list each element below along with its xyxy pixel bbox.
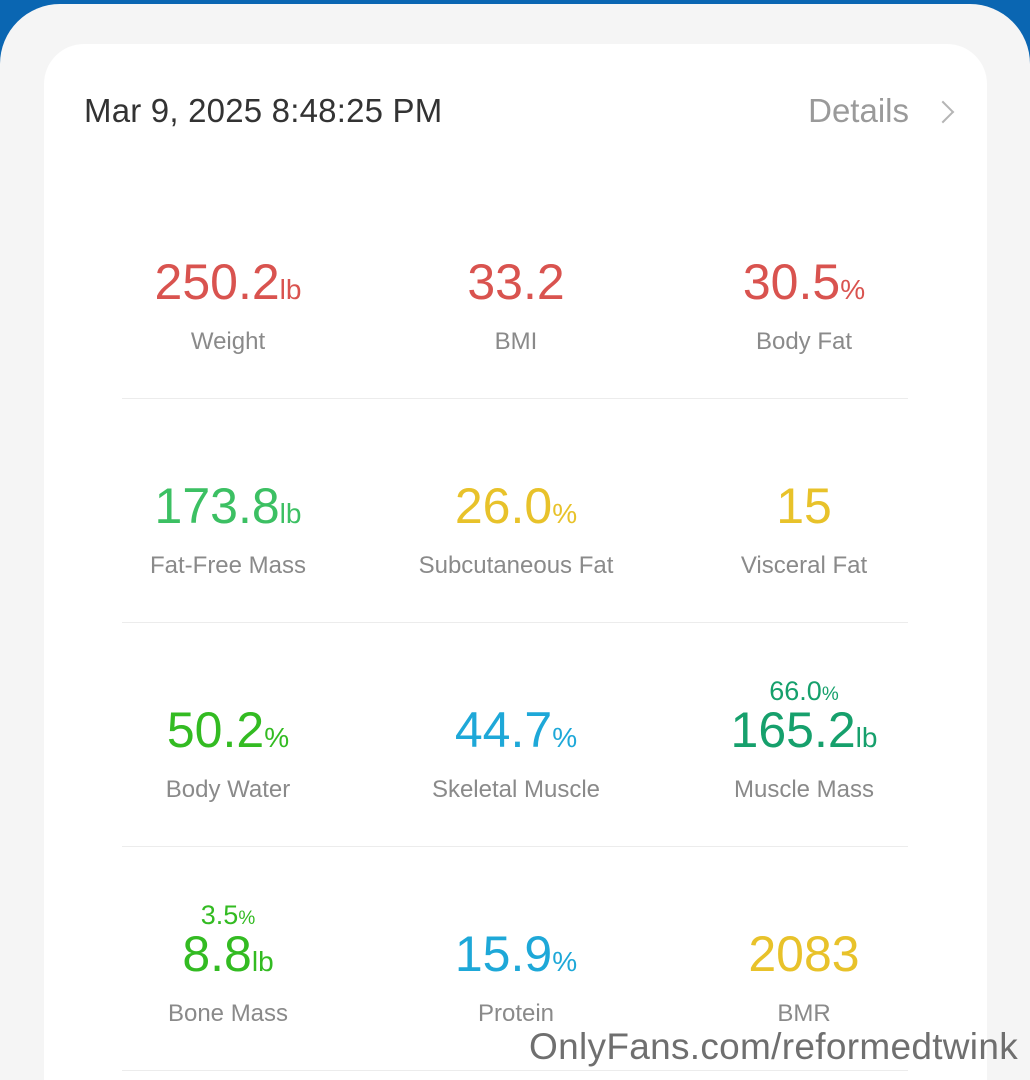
chevron-right-icon (931, 100, 955, 124)
metric-label: Weight (190, 328, 266, 355)
value-number: 15.9 (454, 926, 553, 982)
app-background: Mar 9, 2025 8:48:25 PM Details 250.2lb We… (0, 4, 1030, 1080)
card-header: Mar 9, 2025 8:48:25 PM Details (44, 44, 987, 174)
metric-value: 44.7% (372, 700, 660, 768)
secondary-number: 3.5 (200, 900, 239, 930)
metrics-row: 3.5% 8.8lb Bone Mass 15.9% Protein 2083 BMR (44, 882, 987, 1080)
metric-visceral-fat[interactable]: 15 Visceral Fat (660, 434, 948, 658)
row-divider (122, 622, 908, 623)
metric-value: 173.8lb (84, 476, 372, 544)
metric-value: 33.2 (372, 252, 660, 312)
details-link[interactable]: Details (808, 92, 955, 130)
value-unit: lb (279, 498, 302, 529)
metric-label: Body Water (165, 776, 291, 803)
metric-label: Skeletal Muscle (431, 776, 601, 803)
value-unit: lb (279, 274, 302, 305)
metric-value: 30.5% (660, 252, 948, 320)
metric-label: Subcutaneous Fat (418, 552, 614, 579)
metric-fat-free-mass[interactable]: 173.8lb Fat-Free Mass (84, 434, 372, 658)
value-unit: lb (251, 946, 274, 977)
metric-bmr[interactable]: 2083 BMR (660, 882, 948, 1080)
metrics-row: 173.8lb Fat-Free Mass 26.0% Subcutaneous Fa… (44, 434, 987, 658)
metric-label: BMR (777, 1000, 831, 1027)
value-unit: % (840, 274, 866, 305)
metric-value: 8.8lb (84, 924, 372, 992)
metric-value: 15 (660, 476, 948, 536)
metric-skeletal-muscle[interactable]: 44.7% Skeletal Muscle (372, 658, 660, 882)
metric-bone-mass[interactable]: 3.5% 8.8lb Bone Mass (84, 882, 372, 1080)
value-number: 2083 (748, 926, 860, 982)
value-number: 30.5 (742, 254, 841, 310)
metric-label: BMI (494, 328, 538, 355)
metric-label: Muscle Mass (733, 776, 875, 803)
secondary-unit: % (238, 908, 256, 929)
value-unit: % (264, 722, 290, 753)
row-divider (122, 398, 908, 399)
details-label: Details (808, 92, 909, 129)
metric-label: Protein (477, 1000, 555, 1027)
metric-muscle-mass[interactable]: 66.0% 165.2lb Muscle Mass (660, 658, 948, 882)
value-number: 44.7 (454, 702, 553, 758)
measurement-datetime: Mar 9, 2025 8:48:25 PM (84, 92, 443, 129)
metric-label: Fat-Free Mass (149, 552, 307, 579)
row-divider (122, 1070, 908, 1071)
metric-label: Bone Mass (167, 1000, 289, 1027)
secondary-unit: % (821, 684, 839, 705)
value-number: 165.2 (730, 702, 856, 758)
value-unit: % (552, 498, 578, 529)
metric-body-water[interactable]: 50.2% Body Water (84, 658, 372, 882)
measurement-card: Mar 9, 2025 8:48:25 PM Details 250.2lb We… (44, 44, 987, 1080)
value-number: 33.2 (467, 254, 565, 310)
value-number: 8.8 (182, 926, 252, 982)
metric-value: 26.0% (372, 476, 660, 544)
value-number: 173.8 (154, 478, 280, 534)
value-unit: % (552, 946, 578, 977)
row-divider (122, 846, 908, 847)
metric-protein[interactable]: 15.9% Protein (372, 882, 660, 1080)
value-unit: lb (855, 722, 878, 753)
metric-label: Visceral Fat (740, 552, 868, 579)
metrics-row: 250.2lb Weight 33.2 BMI 30.5% Body Fat (44, 210, 987, 434)
metric-bmi[interactable]: 33.2 BMI (372, 210, 660, 434)
metric-value: 250.2lb (84, 252, 372, 320)
value-number: 15 (776, 478, 832, 534)
metric-value: 165.2lb (660, 700, 948, 768)
value-unit: % (552, 722, 578, 753)
metric-value: 2083 (660, 924, 948, 984)
value-number: 26.0 (454, 478, 553, 534)
watermark: OnlyFans.com/reformedtwink (529, 1026, 1018, 1067)
metric-label: Body Fat (755, 328, 853, 355)
value-number: 50.2 (166, 702, 265, 758)
metric-secondary-value: 3.5% (84, 900, 372, 931)
metric-value: 15.9% (372, 924, 660, 992)
metric-secondary-value: 66.0% (660, 676, 948, 707)
metric-subcutaneous-fat[interactable]: 26.0% Subcutaneous Fat (372, 434, 660, 658)
value-number: 250.2 (154, 254, 280, 310)
secondary-number: 66.0 (769, 676, 822, 706)
metric-value: 50.2% (84, 700, 372, 768)
metric-weight[interactable]: 250.2lb Weight (84, 210, 372, 434)
metric-body-fat[interactable]: 30.5% Body Fat (660, 210, 948, 434)
metrics-row: 50.2% Body Water 44.7% Skeletal Muscle 66.0%… (44, 658, 987, 882)
